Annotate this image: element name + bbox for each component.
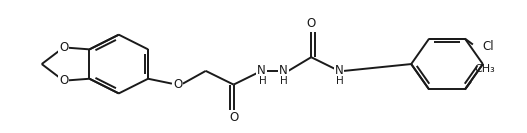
Text: N: N (279, 64, 288, 77)
Text: N: N (257, 64, 266, 77)
Text: O: O (229, 111, 238, 124)
Text: H: H (336, 76, 344, 86)
Text: N: N (335, 64, 344, 77)
Text: Cl: Cl (483, 40, 494, 53)
Text: CH₃: CH₃ (474, 64, 495, 74)
Text: O: O (59, 41, 68, 54)
Text: O: O (307, 17, 316, 30)
Text: H: H (259, 76, 266, 86)
Text: O: O (173, 78, 182, 91)
Text: H: H (280, 76, 288, 86)
Text: O: O (59, 74, 68, 87)
